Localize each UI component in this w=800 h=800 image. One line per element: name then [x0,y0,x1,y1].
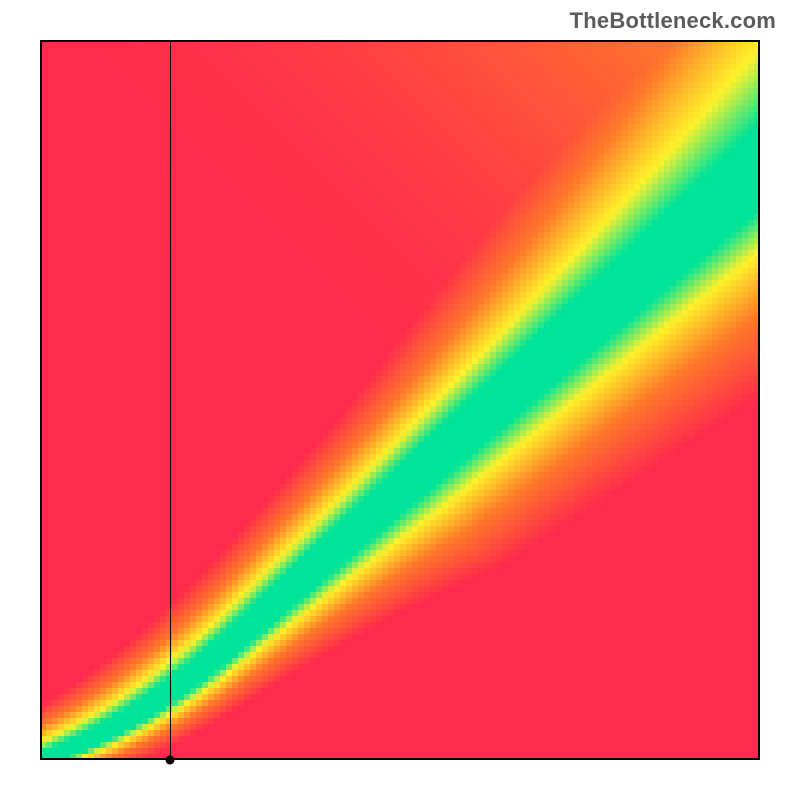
plot-frame [40,40,760,760]
watermark-text: TheBottleneck.com [570,8,776,34]
bottleneck-heatmap [40,40,760,760]
chart-container: { "watermark": { "text": "TheBottleneck.… [0,0,800,800]
